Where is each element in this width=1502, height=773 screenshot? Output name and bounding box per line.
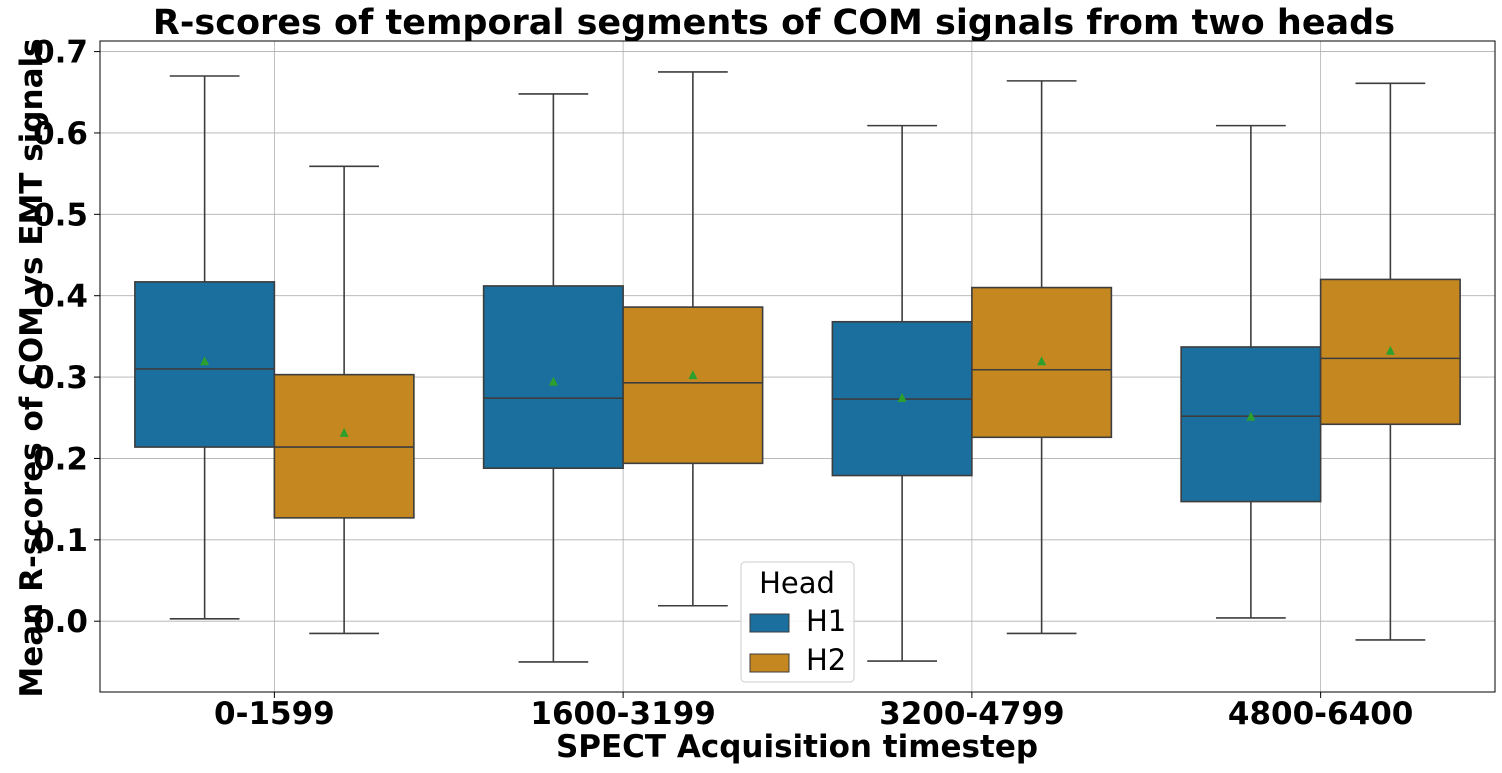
legend-label-h1: H1 <box>806 604 846 638</box>
mean-marker <box>1246 411 1256 421</box>
x-tick-label: 1600-3199 <box>530 696 715 732</box>
legend-swatch-h1 <box>749 613 790 633</box>
mean-marker <box>1037 356 1047 366</box>
x-axis-label: SPECT Acquisition timestep <box>556 729 1038 765</box>
legend-title: Head <box>759 566 835 600</box>
mean-marker <box>548 376 558 386</box>
y-tick-label: 0.5 <box>33 197 88 233</box>
mean-marker <box>688 370 698 380</box>
boxes-layer <box>134 71 1461 663</box>
mean-marker <box>200 356 210 366</box>
legend-label-h2: H2 <box>806 643 846 677</box>
mean-marker <box>339 427 349 437</box>
iqr-box <box>1180 346 1322 503</box>
x-tick-label: 4800-6400 <box>1228 696 1413 732</box>
box-group-h2-0 <box>273 165 415 635</box>
box-group-h2-2 <box>971 80 1113 635</box>
chart-title: R-scores of temporal segments of COM sig… <box>153 3 1395 43</box>
iqr-box <box>482 285 624 470</box>
y-tick-label: 0.1 <box>33 523 88 559</box>
y-tick-label: 0.2 <box>33 441 88 477</box>
plot-frame <box>99 40 1496 693</box>
legend-frame <box>740 561 855 683</box>
x-tick-label: 3200-4799 <box>879 696 1064 732</box>
box-group-h1-3 <box>1180 124 1322 619</box>
y-tick-label: 0.6 <box>33 116 88 152</box>
axis-layer: 0.0 0.1 0.2 0.3 0.4 0.5 0.6 0.7 0-1599 1600-3199 3… <box>33 35 1413 732</box>
mean-marker <box>897 392 907 402</box>
iqr-box <box>622 306 764 465</box>
legend-swatch-h2 <box>749 653 790 673</box>
box-group-h1-0 <box>134 75 276 620</box>
box-group-h2-1 <box>622 71 764 607</box>
y-tick-label: 0.4 <box>33 279 88 315</box>
y-tick-label: 0.0 <box>33 604 88 640</box>
x-tick-label: 0-1599 <box>214 696 335 732</box>
y-axis-label: Mean R-scores of COM vs EMT signals <box>14 38 50 697</box>
box-group-h1-2 <box>831 124 973 662</box>
iqr-box <box>273 373 415 519</box>
y-tick-label: 0.7 <box>33 35 88 71</box>
box-group-h2-3 <box>1319 82 1461 641</box>
mean-marker <box>1385 345 1395 355</box>
box-group-h1-1 <box>482 93 624 663</box>
legend: Head H1 H2 <box>740 561 855 683</box>
y-tick-label: 0.3 <box>33 360 88 396</box>
